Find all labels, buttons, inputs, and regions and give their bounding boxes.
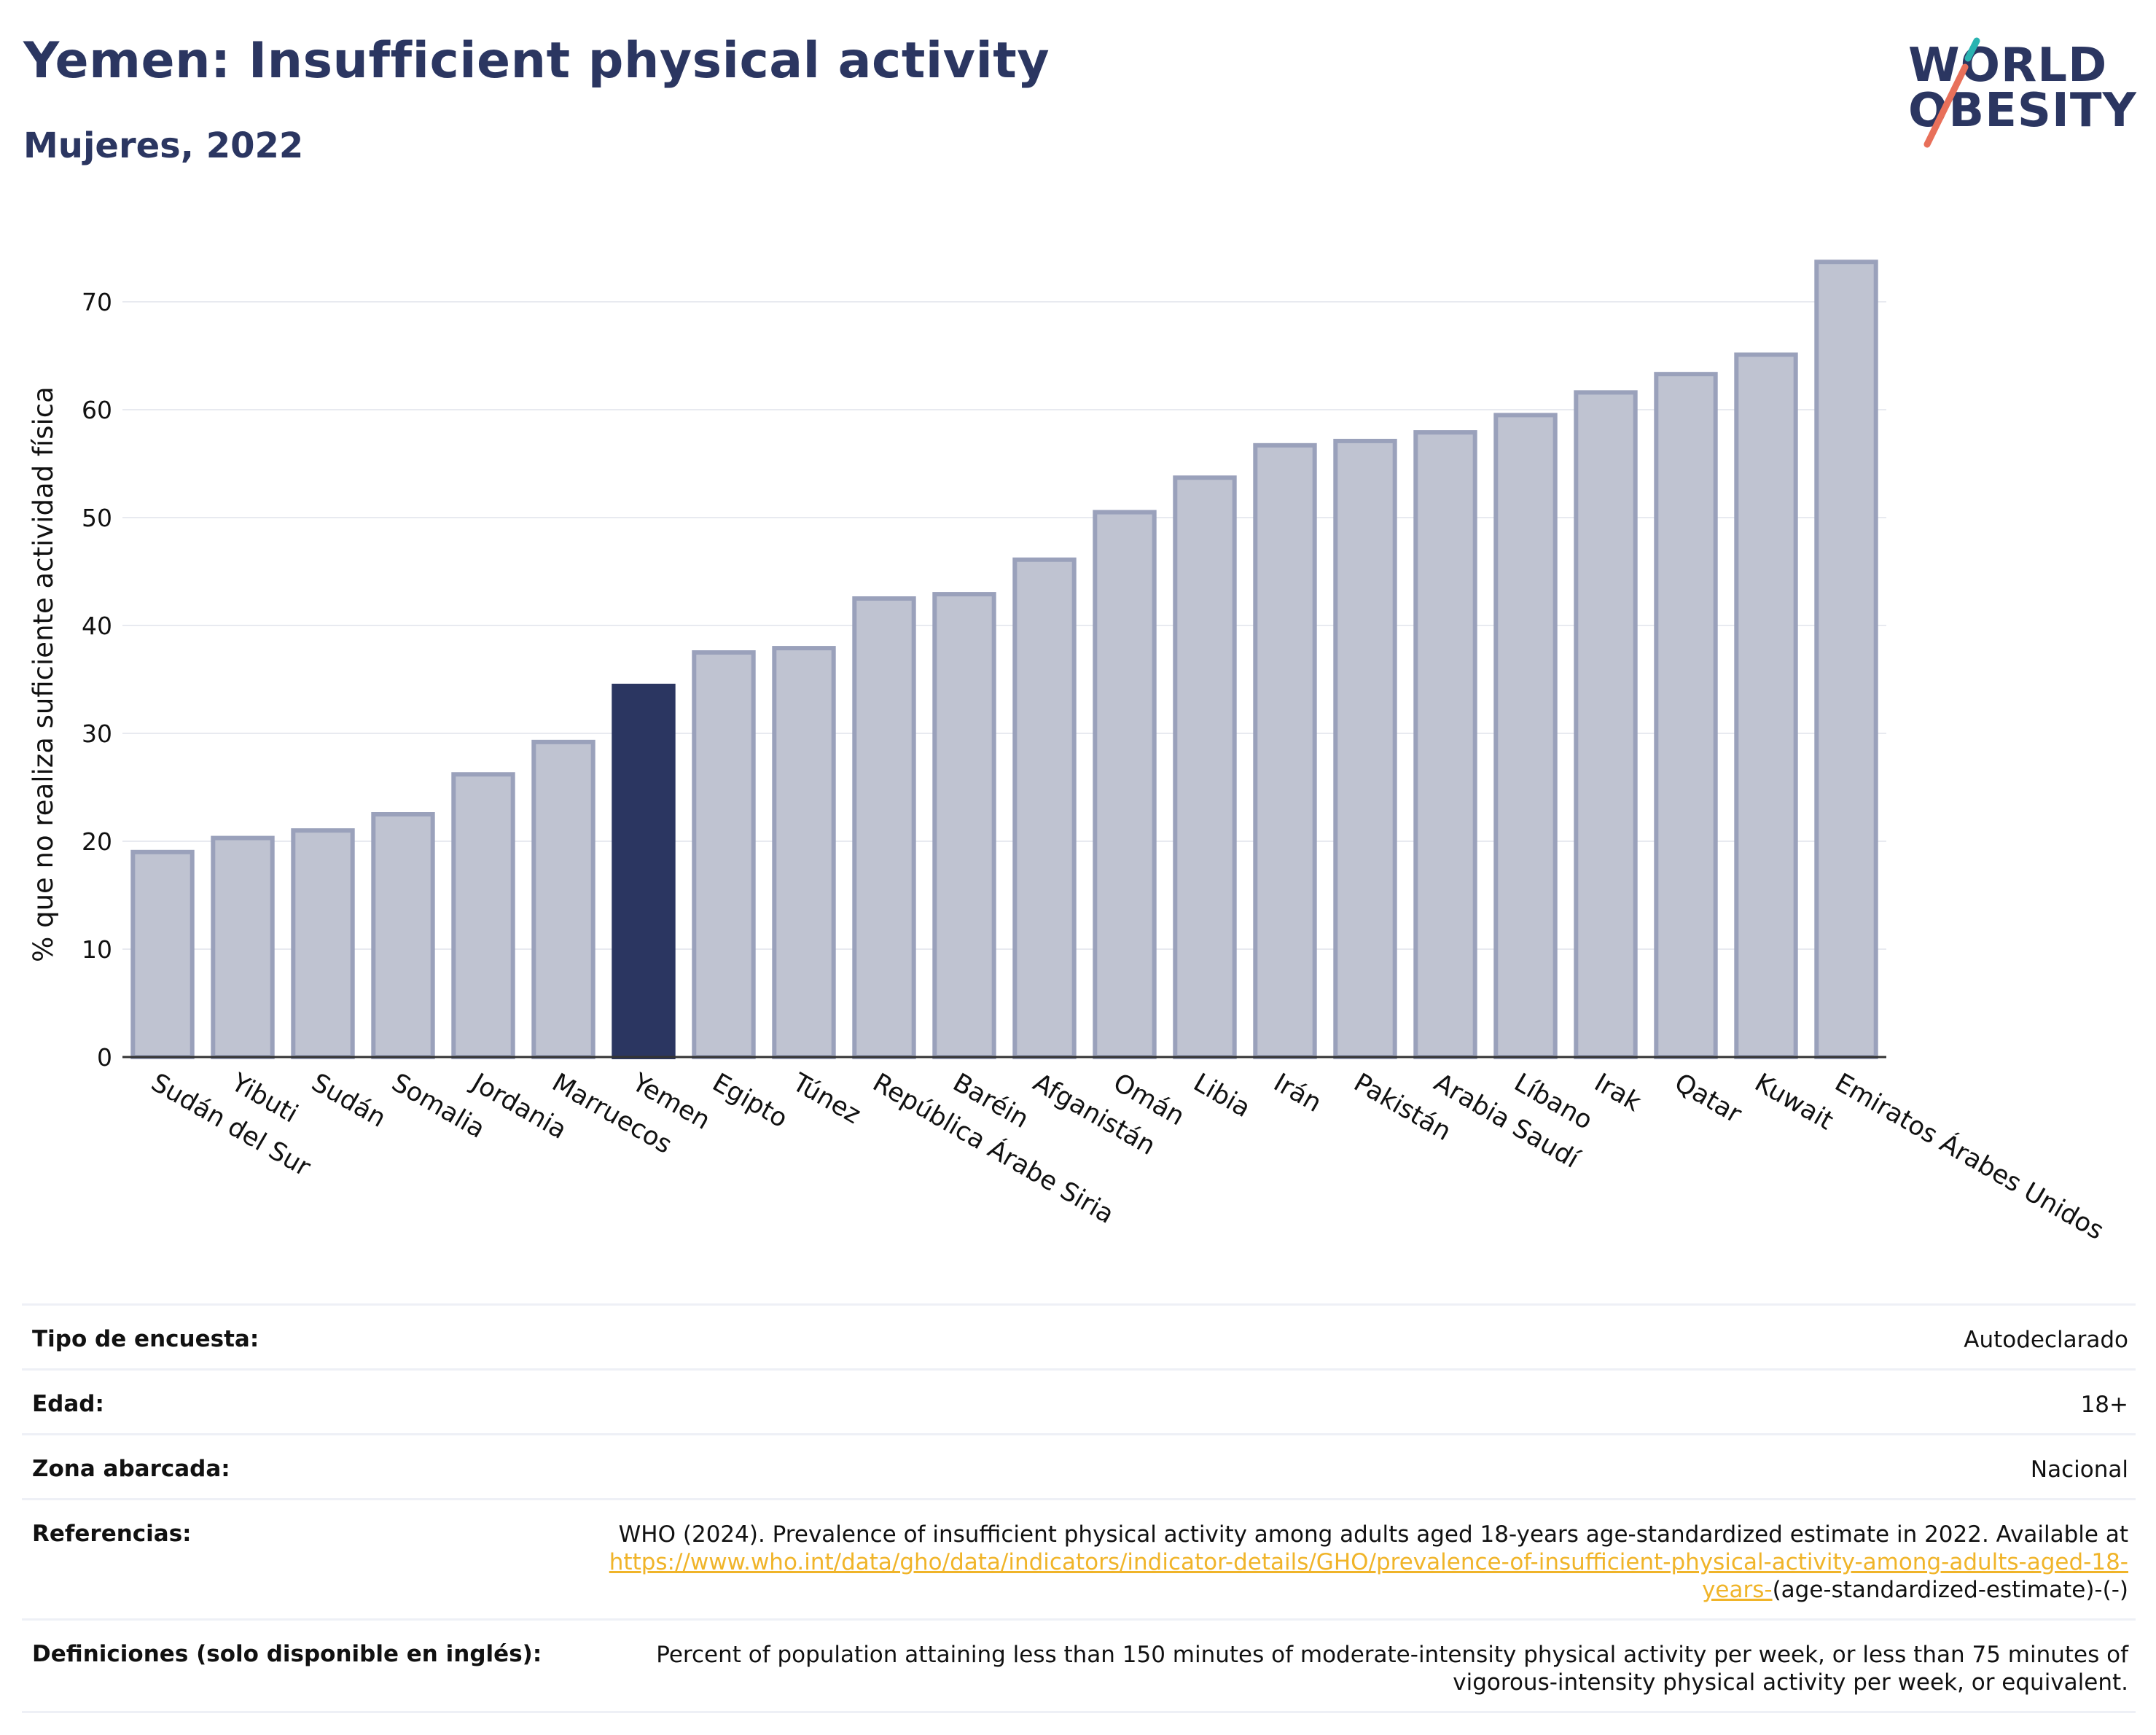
info-row-area: Zona abarcada: Nacional (22, 1433, 2136, 1498)
y-axis-label: % que no realiza suficiente actividad fí… (28, 386, 59, 962)
bars (130, 260, 1878, 1060)
definitions-label: Definiciones (solo disponible en inglés)… (32, 1641, 542, 1667)
bar-qatar[interactable] (1654, 372, 1718, 1060)
x-tick-label: Emiratos Árabes Unidos (1830, 1067, 2109, 1246)
bar-irán[interactable] (1253, 442, 1317, 1059)
bar-yibuti[interactable] (211, 835, 275, 1059)
x-tick-label: Túnez (787, 1068, 866, 1130)
bar-sudán[interactable] (291, 828, 355, 1059)
bar-arabia-saudí[interactable] (1413, 430, 1477, 1059)
bar-libia[interactable] (1173, 475, 1237, 1059)
survey-type-value: Autodeclarado (1964, 1327, 2128, 1353)
y-tick-label: 50 (82, 504, 112, 532)
bar-yemen[interactable] (612, 683, 676, 1059)
x-tick-label: Irán (1269, 1068, 1327, 1118)
age-value: 18+ (2080, 1392, 2128, 1418)
bar-líbano[interactable] (1493, 413, 1558, 1059)
info-row-references: Referencias: WHO (2024). Prevalence of i… (22, 1498, 2136, 1618)
bar-afganistán[interactable] (1012, 557, 1077, 1060)
y-tick-label: 10 (82, 935, 112, 964)
area-label: Zona abarcada: (32, 1456, 230, 1482)
bar-somalia[interactable] (371, 812, 435, 1059)
y-tick-label: 70 (82, 288, 112, 316)
bar-sudán-del-sur[interactable] (130, 849, 195, 1059)
bar-egipto[interactable] (692, 650, 756, 1059)
logo-slash-icon (1923, 37, 1980, 148)
bar-omán[interactable] (1093, 510, 1157, 1060)
area-value: Nacional (2030, 1457, 2128, 1483)
info-row-definitions: Definiciones (solo disponible en inglés)… (22, 1618, 2136, 1713)
y-tick-labels: 0 10 20 30 40 50 60 70 (82, 288, 112, 1072)
bar-irak[interactable] (1574, 390, 1638, 1059)
y-tick-label: 60 (82, 396, 112, 424)
y-tick-label: 40 (82, 612, 112, 640)
page-title: Yemen: Insufficient physical activity (23, 32, 1050, 90)
info-row-age: Edad: 18+ (22, 1368, 2136, 1433)
definitions-value: Percent of population attaining less tha… (656, 1642, 2128, 1696)
age-label: Edad: (32, 1391, 104, 1417)
references-value: WHO (2024). Prevalence of insufficient p… (569, 1521, 2128, 1604)
y-tick-label: 0 (97, 1043, 112, 1072)
y-tick-label: 20 (82, 827, 112, 856)
x-tick-label: Kuwait (1750, 1068, 1838, 1136)
references-link[interactable]: https://www.who.int/data/gho/data/indica… (609, 1549, 2128, 1603)
world-obesity-logo[interactable]: WORLD OBESITY (1895, 15, 2143, 160)
bar-pakistán[interactable] (1333, 438, 1397, 1060)
info-row-survey-type: Tipo de encuesta: Autodeclarado (22, 1303, 2136, 1368)
info-table: Tipo de encuesta: Autodeclarado Edad: 18… (22, 1303, 2136, 1713)
x-tick-label: Libia (1189, 1068, 1256, 1123)
logo-text-world: WORLD (1908, 39, 2108, 93)
references-label: Referencias: (32, 1521, 192, 1547)
bar-marruecos[interactable] (531, 739, 595, 1060)
bar-emiratos-árabes-unidos[interactable] (1814, 260, 1878, 1060)
x-tick-label: Irak (1590, 1068, 1647, 1118)
bar-baréin[interactable] (932, 592, 996, 1059)
references-text: WHO (2024). Prevalence of insufficient p… (618, 1521, 2128, 1548)
x-tick-label: Qatar (1670, 1068, 1747, 1129)
y-tick-label: 30 (82, 720, 112, 748)
bar-kuwait[interactable] (1734, 352, 1798, 1059)
x-tick-label: Sudán (307, 1068, 391, 1134)
bar-república-árabe-siria[interactable] (852, 596, 916, 1059)
page-subtitle: Mujeres, 2022 (23, 125, 304, 166)
references-suffix: (age-standardized-estimate)-(-) (1772, 1577, 2128, 1603)
bar-túnez[interactable] (772, 646, 836, 1059)
x-tick-label: Egipto (708, 1068, 792, 1134)
bar-jordania[interactable] (451, 772, 515, 1059)
survey-type-label: Tipo de encuesta: (32, 1326, 259, 1352)
